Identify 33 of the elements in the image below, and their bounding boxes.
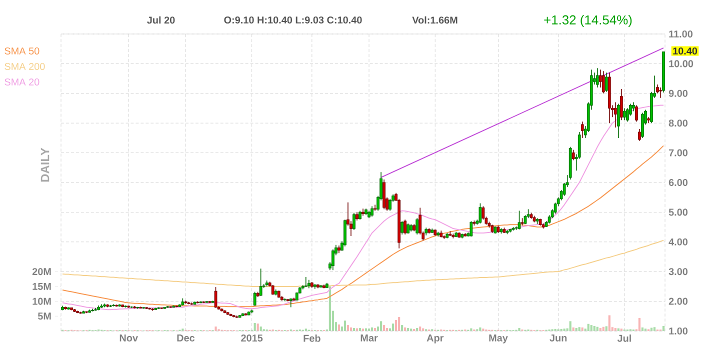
y-tick-label: 1.00 [669, 327, 688, 335]
x-tick-label: 2015 [241, 334, 263, 342]
y2-tick-label: 10M [32, 298, 51, 305]
text: SMA 20 [4, 78, 40, 86]
y-tick-label: 7.00 [668, 149, 688, 156]
y-tick-label: 10.00 [669, 60, 694, 68]
y-tick-label: 6.00 [668, 178, 688, 186]
y2-tick-label: 20M [32, 268, 51, 276]
y-tick-label: 4.00 [668, 238, 688, 246]
text: Jul 20 [147, 16, 175, 24]
y-tick-label: 2.00 [668, 298, 688, 305]
x-tick-label: Jun [550, 334, 567, 342]
x-tick-label: Feb [304, 334, 320, 342]
text: Vol:1.66M [412, 16, 458, 24]
text: 10.40 [673, 47, 698, 55]
text: SMA 50 [4, 47, 40, 55]
y-tick-label: 9.00 [668, 90, 688, 97]
x-tick-label: May [489, 334, 508, 344]
y2-tick-label: 15M [32, 282, 51, 290]
x-tick-label: Dec [177, 334, 195, 342]
text: O:9.10 H:10.40 L:9.03 C:10.40 [224, 16, 362, 24]
y-tick-label: 3.00 [668, 268, 688, 276]
y-tick-label: 5.00 [668, 208, 688, 216]
x-tick-label: Jul [617, 334, 631, 342]
y2-tick-label: 5M [38, 312, 51, 320]
y-tick-label: 11.00 [669, 30, 693, 38]
x-tick-label: Apr [426, 334, 444, 344]
text: DAILY [40, 148, 50, 182]
text: +1.32 (14.54%) [544, 14, 632, 28]
x-tick-label: Nov [120, 334, 138, 342]
x-tick-label: Mar [360, 334, 378, 342]
text: SMA 200 [4, 62, 45, 70]
y-tick-label: 8.00 [668, 120, 688, 127]
